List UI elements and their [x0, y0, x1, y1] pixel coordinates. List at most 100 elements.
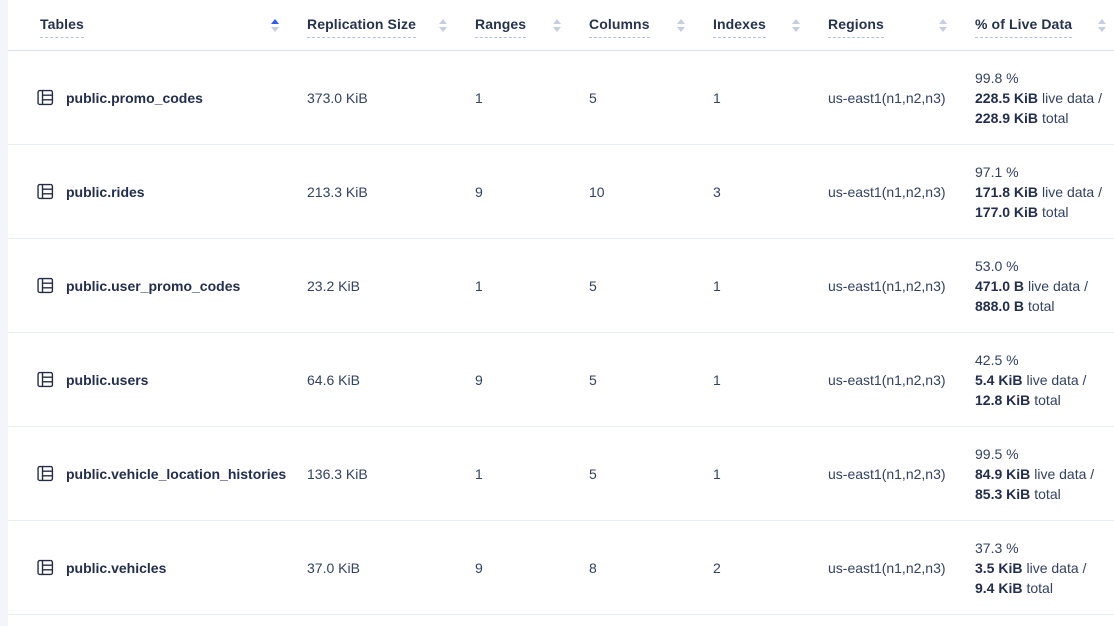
ranges-cell: 9 — [475, 183, 483, 200]
live-data-percent: 99.5 % — [975, 445, 1019, 462]
ranges-cell: 1 — [475, 465, 483, 482]
column-header-label: Indexes — [713, 16, 766, 38]
column-header-indexes[interactable]: Indexes — [713, 0, 828, 50]
total-data-amount: 12.8 KiB total — [975, 391, 1061, 408]
sort-icon — [792, 18, 800, 32]
table-name-link[interactable]: public.rides — [66, 183, 145, 200]
sort-icon — [553, 18, 561, 32]
columns-cell: 10 — [589, 183, 605, 200]
table-name-cell: public.rides — [24, 145, 307, 238]
ranges-cell: 9 — [475, 371, 483, 388]
sort-icon — [271, 18, 279, 32]
indexes-cell: 1 — [713, 89, 721, 106]
column-header-label: Ranges — [475, 16, 527, 38]
table-row: public.promo_codes 373.0 KiB 1 5 1 us-ea… — [8, 51, 1114, 145]
column-header-label: Replication Size — [307, 16, 416, 38]
live-data-percent: 99.8 % — [975, 69, 1019, 86]
table-row: public.vehicle_location_histories 136.3 … — [8, 427, 1114, 521]
replication-size-cell: 213.3 KiB — [307, 183, 368, 200]
table-icon — [37, 183, 54, 200]
table-name-link[interactable]: public.vehicles — [66, 559, 167, 576]
replication-size-cell: 136.3 KiB — [307, 465, 368, 482]
live-data-percent: 53.0 % — [975, 257, 1019, 274]
live-data-amount: 5.4 KiB live data / — [975, 371, 1087, 388]
table-icon — [37, 371, 54, 388]
table-name-cell: public.vehicles — [24, 521, 307, 614]
column-header-regions[interactable]: Regions — [828, 0, 975, 50]
column-header-live-data[interactable]: % of Live Data — [975, 0, 1114, 50]
sort-icon — [439, 18, 447, 32]
replication-size-cell: 23.2 KiB — [307, 277, 360, 294]
total-data-amount: 177.0 KiB total — [975, 203, 1069, 220]
replication-size-cell: 64.6 KiB — [307, 371, 360, 388]
columns-cell: 5 — [589, 89, 597, 106]
columns-cell: 5 — [589, 465, 597, 482]
table-name-cell: public.users — [24, 333, 307, 426]
total-data-amount: 85.3 KiB total — [975, 485, 1061, 502]
column-header-tables[interactable]: Tables — [24, 0, 307, 50]
live-data-cell: 42.5 % 5.4 KiB live data / 12.8 KiB total — [975, 333, 1114, 426]
table-icon — [37, 89, 54, 106]
regions-cell: us-east1(n1,n2,n3) — [828, 277, 946, 294]
regions-cell: us-east1(n1,n2,n3) — [828, 183, 946, 200]
columns-cell: 5 — [589, 371, 597, 388]
table-icon — [37, 465, 54, 482]
live-data-cell: 99.5 % 84.9 KiB live data / 85.3 KiB total — [975, 427, 1114, 520]
live-data-percent: 42.5 % — [975, 351, 1019, 368]
column-header-label: Regions — [828, 16, 884, 38]
table-name-link[interactable]: public.vehicle_location_histories — [66, 465, 287, 482]
table-body: public.promo_codes 373.0 KiB 1 5 1 us-ea… — [8, 51, 1114, 615]
table-name-link[interactable]: public.promo_codes — [66, 89, 203, 106]
live-data-cell: 99.8 % 228.5 KiB live data / 228.9 KiB tot… — [975, 51, 1114, 144]
column-header-columns[interactable]: Columns — [589, 0, 713, 50]
sort-icon — [1098, 18, 1106, 32]
sort-icon — [677, 18, 685, 32]
indexes-cell: 3 — [713, 183, 721, 200]
table-icon — [37, 277, 54, 294]
indexes-cell: 1 — [713, 465, 721, 482]
regions-cell: us-east1(n1,n2,n3) — [828, 89, 946, 106]
live-data-percent: 37.3 % — [975, 539, 1019, 556]
columns-cell: 5 — [589, 277, 597, 294]
table-row: public.vehicles 37.0 KiB 9 8 2 us-east1(… — [8, 521, 1114, 615]
column-header-label: Tables — [40, 16, 84, 38]
sort-icon — [939, 18, 947, 32]
column-header-ranges[interactable]: Ranges — [475, 0, 589, 50]
tables-table: Tables Replication Size Ranges Columns I… — [8, 0, 1114, 615]
live-data-percent: 97.1 % — [975, 163, 1019, 180]
live-data-cell: 97.1 % 171.8 KiB live data / 177.0 KiB tot… — [975, 145, 1114, 238]
ranges-cell: 1 — [475, 89, 483, 106]
live-data-cell: 37.3 % 3.5 KiB live data / 9.4 KiB total — [975, 521, 1114, 614]
table-row: public.user_promo_codes 23.2 KiB 1 5 1 u… — [8, 239, 1114, 333]
table-row: public.rides 213.3 KiB 9 10 3 us-east1(n… — [8, 145, 1114, 239]
column-header-replication-size[interactable]: Replication Size — [307, 0, 475, 50]
live-data-amount: 3.5 KiB live data / — [975, 559, 1087, 576]
table-icon — [37, 559, 54, 576]
page-left-gutter — [0, 0, 8, 626]
live-data-amount: 228.5 KiB live data / — [975, 89, 1102, 106]
table-name-cell: public.user_promo_codes — [24, 239, 307, 332]
indexes-cell: 1 — [713, 371, 721, 388]
total-data-amount: 228.9 KiB total — [975, 109, 1069, 126]
columns-cell: 8 — [589, 559, 597, 576]
column-header-label: % of Live Data — [975, 16, 1073, 38]
replication-size-cell: 37.0 KiB — [307, 559, 360, 576]
table-name-cell: public.vehicle_location_histories — [24, 427, 307, 520]
replication-size-cell: 373.0 KiB — [307, 89, 368, 106]
indexes-cell: 2 — [713, 559, 721, 576]
table-name-link[interactable]: public.user_promo_codes — [66, 277, 241, 294]
regions-cell: us-east1(n1,n2,n3) — [828, 371, 946, 388]
table-name-link[interactable]: public.users — [66, 371, 149, 388]
live-data-amount: 171.8 KiB live data / — [975, 183, 1102, 200]
column-header-label: Columns — [589, 16, 650, 38]
ranges-cell: 1 — [475, 277, 483, 294]
table-name-cell: public.promo_codes — [24, 51, 307, 144]
table-header-row: Tables Replication Size Ranges Columns I… — [8, 0, 1114, 51]
live-data-amount: 84.9 KiB live data / — [975, 465, 1095, 482]
indexes-cell: 1 — [713, 277, 721, 294]
ranges-cell: 9 — [475, 559, 483, 576]
regions-cell: us-east1(n1,n2,n3) — [828, 559, 946, 576]
